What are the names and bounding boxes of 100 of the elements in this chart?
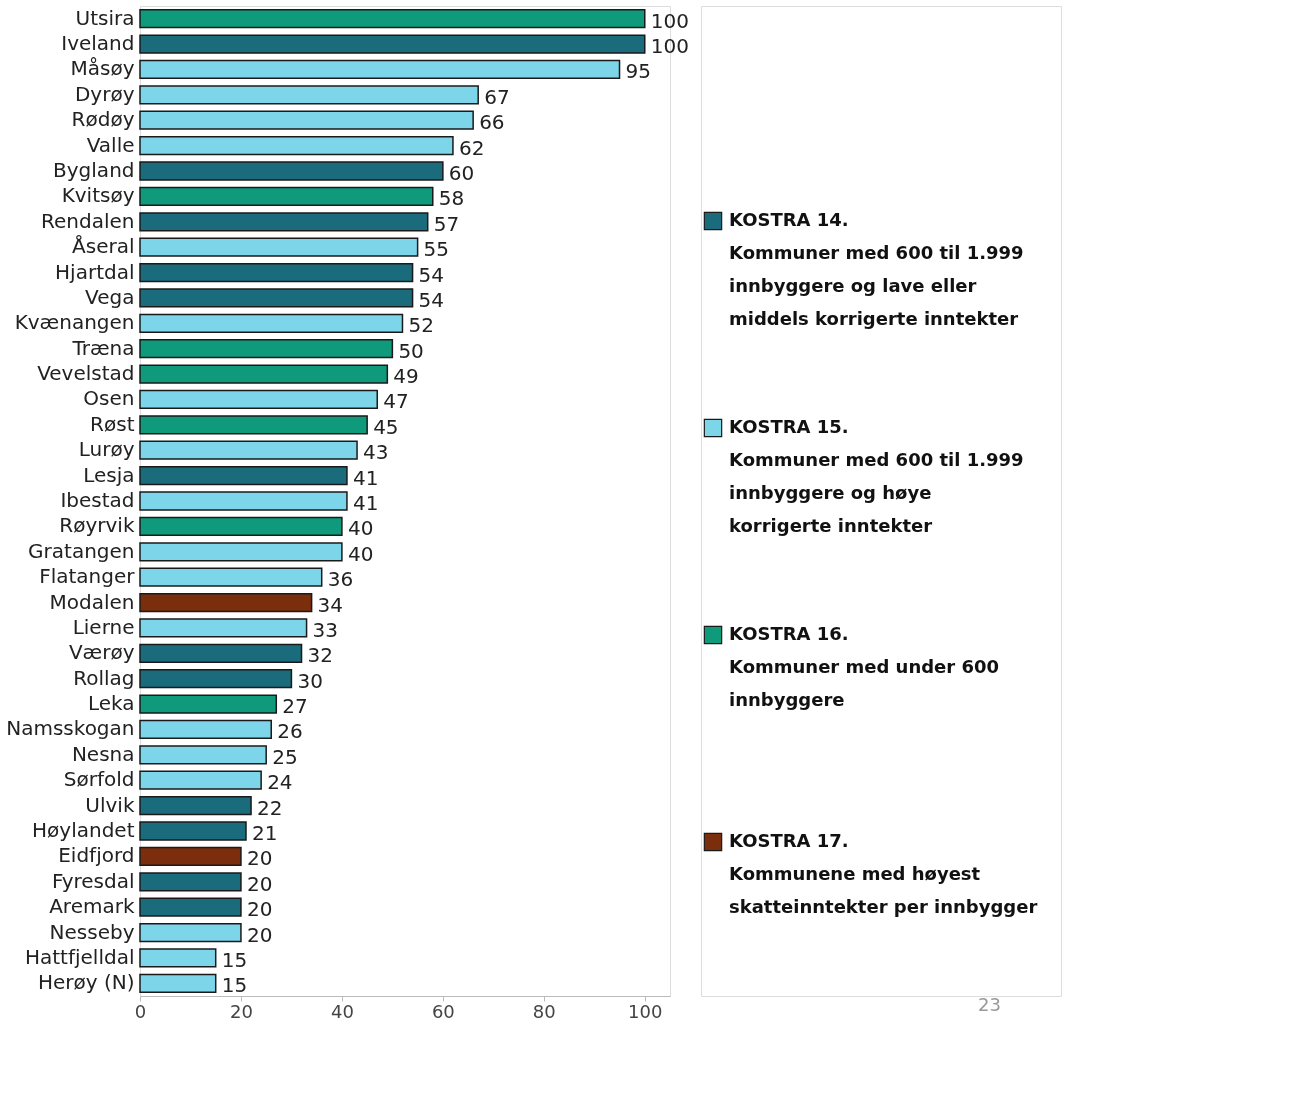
y-tick-label: Namsskogan <box>6 716 135 741</box>
data-label: 26 <box>277 719 303 744</box>
bar <box>139 973 217 993</box>
bar <box>139 161 444 181</box>
y-tick-label: Utsira <box>75 5 135 30</box>
data-label: 52 <box>408 313 434 338</box>
bar <box>139 618 308 638</box>
data-label: 32 <box>307 643 333 668</box>
y-tick-label: Fyresdal <box>51 868 135 893</box>
x-tick-label: 20 <box>230 1000 253 1022</box>
y-tick-label: Kvænangen <box>14 310 135 335</box>
legend-label: KOSTRA 15. Kommuner med 600 til 1.999 innbyggere og høye korrigerte inntekter <box>729 416 1024 536</box>
bar <box>139 897 242 917</box>
data-label: 40 <box>347 541 374 566</box>
data-label: 40 <box>347 516 374 541</box>
data-label: 30 <box>297 668 323 693</box>
x-tick-label: 60 <box>431 1000 455 1022</box>
y-tick-label: Iveland <box>61 31 135 56</box>
y-tick-label: Måsøy <box>70 56 135 81</box>
data-label: 66 <box>479 110 505 135</box>
data-label: 15 <box>221 973 248 998</box>
bar <box>139 592 313 613</box>
data-label: 62 <box>458 135 485 160</box>
bar <box>139 465 348 486</box>
data-label: 57 <box>433 211 460 236</box>
y-tick-label: Lesja <box>83 462 135 487</box>
data-label: 21 <box>252 821 278 845</box>
data-label: 41 <box>352 491 379 515</box>
data-label: 34 <box>317 592 344 617</box>
legend-label: KOSTRA 16. Kommuner med under 600 innbyggere <box>729 623 1000 710</box>
data-label: 47 <box>383 389 409 414</box>
bar <box>139 288 414 308</box>
bar <box>139 135 454 156</box>
y-tick-label: Herøy (N) <box>37 970 135 995</box>
y-tick-label: Hjartdal <box>55 259 135 284</box>
y-tick-label: Værøy <box>68 640 135 665</box>
y-tick-label: Dyrøy <box>74 81 135 106</box>
bar <box>139 313 404 333</box>
bar <box>139 567 323 587</box>
x-tick-label: 100 <box>628 1000 663 1022</box>
data-label: 43 <box>363 440 389 465</box>
bar <box>139 745 267 765</box>
y-tick-label: Røyrvik <box>59 513 135 538</box>
bar <box>139 415 368 435</box>
data-label: 60 <box>448 161 475 185</box>
bar <box>139 186 434 207</box>
bar <box>139 34 646 54</box>
x-tick-label: 80 <box>532 1000 556 1022</box>
y-tick-label: Lierne <box>72 614 135 639</box>
y-tick-label: Modalen <box>49 589 135 614</box>
y-tick-label: Lurøy <box>78 437 135 462</box>
y-tick-label: Aremark <box>49 894 135 919</box>
bar <box>139 922 242 943</box>
data-label: 100 <box>650 34 689 59</box>
bar <box>139 364 389 384</box>
bar <box>139 491 348 511</box>
bar <box>139 9 646 29</box>
y-tick-label: Åseral <box>72 234 135 259</box>
bar <box>139 846 242 867</box>
y-tick-label: Vega <box>85 284 135 309</box>
data-label: 20 <box>246 922 273 947</box>
bar <box>139 516 343 537</box>
data-label: 20 <box>246 846 273 871</box>
data-label: 54 <box>418 287 445 312</box>
data-label: 67 <box>484 84 510 109</box>
y-tick-label: Nesna <box>71 741 135 766</box>
bar <box>139 110 474 130</box>
y-tick-label: Nesseby <box>49 919 135 944</box>
y-tick-label: Eidfjord <box>58 843 135 868</box>
data-label: 22 <box>257 795 283 820</box>
bar <box>139 85 479 105</box>
y-tick-label: Valle <box>86 132 135 157</box>
bar <box>139 542 343 562</box>
x-tick-label: 40 <box>330 1000 354 1022</box>
data-label: 20 <box>246 897 273 922</box>
y-tick-label: Træna <box>71 335 135 360</box>
y-tick-label: Hattfjelldal <box>24 944 135 969</box>
data-label: 33 <box>312 617 339 642</box>
bar <box>139 872 242 892</box>
y-tick-label: Gratangen <box>28 538 135 563</box>
data-label: 15 <box>221 947 248 972</box>
data-label: 54 <box>418 262 445 287</box>
x-tick-label: 0 <box>134 1000 147 1022</box>
data-label: 41 <box>352 465 379 490</box>
bar <box>139 59 621 80</box>
legend-label: KOSTRA 14. Kommuner med 600 til 1.999 innbyggere og lave eller middels korrigerte inntekter <box>729 209 1024 329</box>
bar <box>139 948 217 968</box>
data-label: 45 <box>373 414 399 439</box>
data-label: 24 <box>267 770 293 795</box>
y-tick-label: Vevelstad <box>37 361 135 386</box>
bar <box>139 389 378 410</box>
bar <box>139 770 262 790</box>
data-label: 55 <box>423 237 450 262</box>
y-tick-label: Høylandet <box>32 818 135 842</box>
bar <box>139 643 303 663</box>
data-label: 20 <box>246 871 273 896</box>
data-label: 25 <box>272 744 298 769</box>
y-tick-label: Sørfold <box>63 767 135 792</box>
y-tick-label: Rollag <box>73 665 135 690</box>
text: 23 <box>978 994 1001 1015</box>
